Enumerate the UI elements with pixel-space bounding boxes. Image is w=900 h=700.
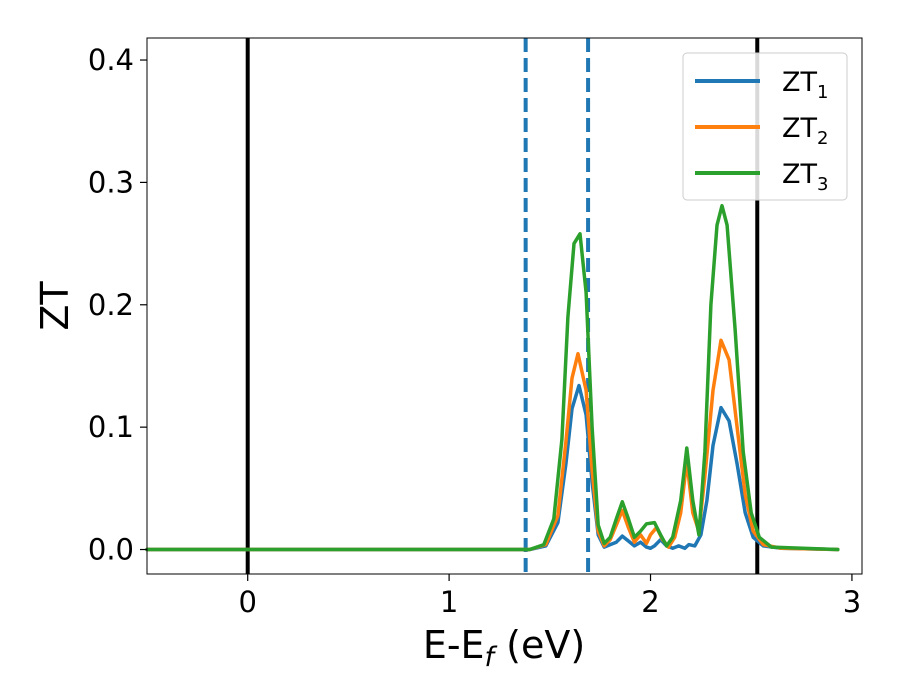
series-layer — [145, 203, 840, 552]
legend: ZT1 ZT2 ZT3 — [682, 52, 848, 201]
legend-label-zt3: ZT3 — [782, 159, 828, 195]
x-axis-ticks: 0 1 2 3 — [238, 574, 861, 619]
series-line-zt3 — [145, 203, 840, 552]
x-axis-label-unit: (eV) — [494, 623, 585, 667]
x-tick-label: 3 — [843, 585, 861, 619]
legend-label-zt1: ZT1 — [782, 67, 828, 103]
x-tick-label: 1 — [440, 585, 458, 619]
y-tick-label: 0.3 — [88, 165, 134, 199]
series-line-zt1 — [145, 383, 840, 552]
y-axis-ticks: 0.0 0.1 0.2 0.3 0.4 — [88, 43, 147, 567]
y-axis-label: ZT — [33, 281, 77, 331]
y-tick-label: 0.0 — [88, 533, 134, 567]
legend-frame — [682, 52, 848, 201]
x-tick-label: 0 — [238, 585, 256, 619]
plot-frame — [146, 37, 863, 575]
y-tick-label: 0.4 — [88, 43, 134, 77]
series-line-zt2 — [145, 338, 840, 552]
x-axis-label: E-Ef (eV) — [423, 623, 585, 673]
y-tick-label: 0.2 — [88, 288, 134, 322]
legend-label-zt2: ZT2 — [782, 113, 828, 149]
x-tick-label: 2 — [641, 585, 659, 619]
y-tick-label: 0.1 — [88, 410, 134, 444]
